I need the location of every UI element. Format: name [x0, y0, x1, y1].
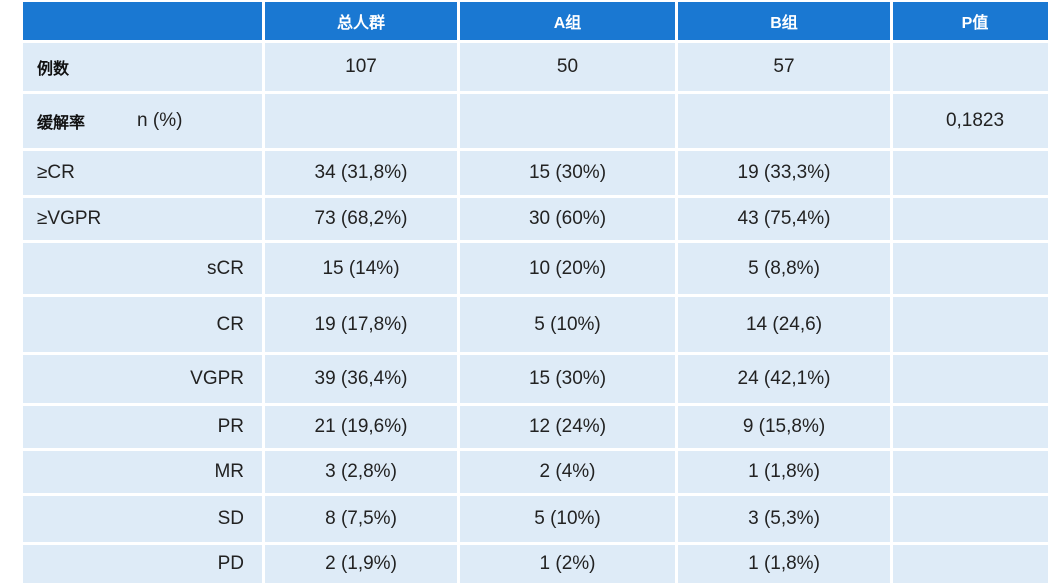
sd-group-a: 5 (10%) — [460, 496, 675, 542]
scr-p-value — [893, 243, 1048, 294]
vgpr-group-a: 15 (30%) — [460, 355, 675, 403]
vgpr-p-value — [893, 355, 1048, 403]
vgpr-total: 39 (36,4%) — [265, 355, 457, 403]
pr-p-value — [893, 406, 1048, 448]
ge-vgpr-group-b: 43 (75,4%) — [678, 198, 890, 240]
ge-cr-group-a: 15 (30%) — [460, 151, 675, 195]
row-label-pr: PR — [23, 406, 262, 448]
header-total-population: 总人群 — [265, 2, 457, 40]
response-rate-group-b — [678, 94, 890, 148]
row-label-scr: sCR — [23, 243, 262, 294]
mr-total: 3 (2,8%) — [265, 451, 457, 493]
ge-vgpr-total: 73 (68,2%) — [265, 198, 457, 240]
response-rate-unit: n (%) — [137, 110, 183, 131]
pd-total: 2 (1,9%) — [265, 545, 457, 583]
pr-total: 21 (19,6%) — [265, 406, 457, 448]
scr-total: 15 (14%) — [265, 243, 457, 294]
cases-group-b: 57 — [678, 43, 890, 91]
scr-group-a: 10 (20%) — [460, 243, 675, 294]
row-label-response-rate: 缓解率 n (%) — [23, 94, 262, 148]
ge-vgpr-p-value — [893, 198, 1048, 240]
cr-p-value — [893, 297, 1048, 352]
ge-vgpr-group-a: 30 (60%) — [460, 198, 675, 240]
row-label-mr: MR — [23, 451, 262, 493]
ge-cr-total: 34 (31,8%) — [265, 151, 457, 195]
row-label-sd: SD — [23, 496, 262, 542]
response-rate-p-value: 0,1823 — [893, 94, 1048, 148]
row-label-ge-vgpr: ≥VGPR — [23, 198, 262, 240]
response-rate-label: 缓解率 — [37, 115, 86, 132]
header-group-a: A组 — [460, 2, 675, 40]
row-label-vgpr: VGPR — [23, 355, 262, 403]
pr-group-b: 9 (15,8%) — [678, 406, 890, 448]
pd-p-value — [893, 545, 1048, 583]
cases-total: 107 — [265, 43, 457, 91]
cr-total: 19 (17,8%) — [265, 297, 457, 352]
mr-p-value — [893, 451, 1048, 493]
cr-group-b: 14 (24,6) — [678, 297, 890, 352]
cases-p-value — [893, 43, 1048, 91]
mr-group-a: 2 (4%) — [460, 451, 675, 493]
pr-group-a: 12 (24%) — [460, 406, 675, 448]
response-table: 总人群 A组 B组 P值 例数 107 50 57 缓解率 n (%) 0,18… — [23, 2, 1048, 583]
header-p-value: P值 — [893, 2, 1048, 40]
cases-group-a: 50 — [460, 43, 675, 91]
row-label-cr: CR — [23, 297, 262, 352]
response-rate-group-a — [460, 94, 675, 148]
scr-group-b: 5 (8,8%) — [678, 243, 890, 294]
response-rate-total — [265, 94, 457, 148]
sd-total: 8 (7,5%) — [265, 496, 457, 542]
ge-cr-group-b: 19 (33,3%) — [678, 151, 890, 195]
mr-group-b: 1 (1,8%) — [678, 451, 890, 493]
ge-cr-p-value — [893, 151, 1048, 195]
pd-group-b: 1 (1,8%) — [678, 545, 890, 583]
header-blank-cell — [23, 2, 262, 40]
vgpr-group-b: 24 (42,1%) — [678, 355, 890, 403]
row-label-ge-cr: ≥CR — [23, 151, 262, 195]
pd-group-a: 1 (2%) — [460, 545, 675, 583]
cr-group-a: 5 (10%) — [460, 297, 675, 352]
row-label-cases: 例数 — [23, 43, 262, 91]
header-group-b: B组 — [678, 2, 890, 40]
sd-group-b: 3 (5,3%) — [678, 496, 890, 542]
row-label-pd: PD — [23, 545, 262, 583]
sd-p-value — [893, 496, 1048, 542]
